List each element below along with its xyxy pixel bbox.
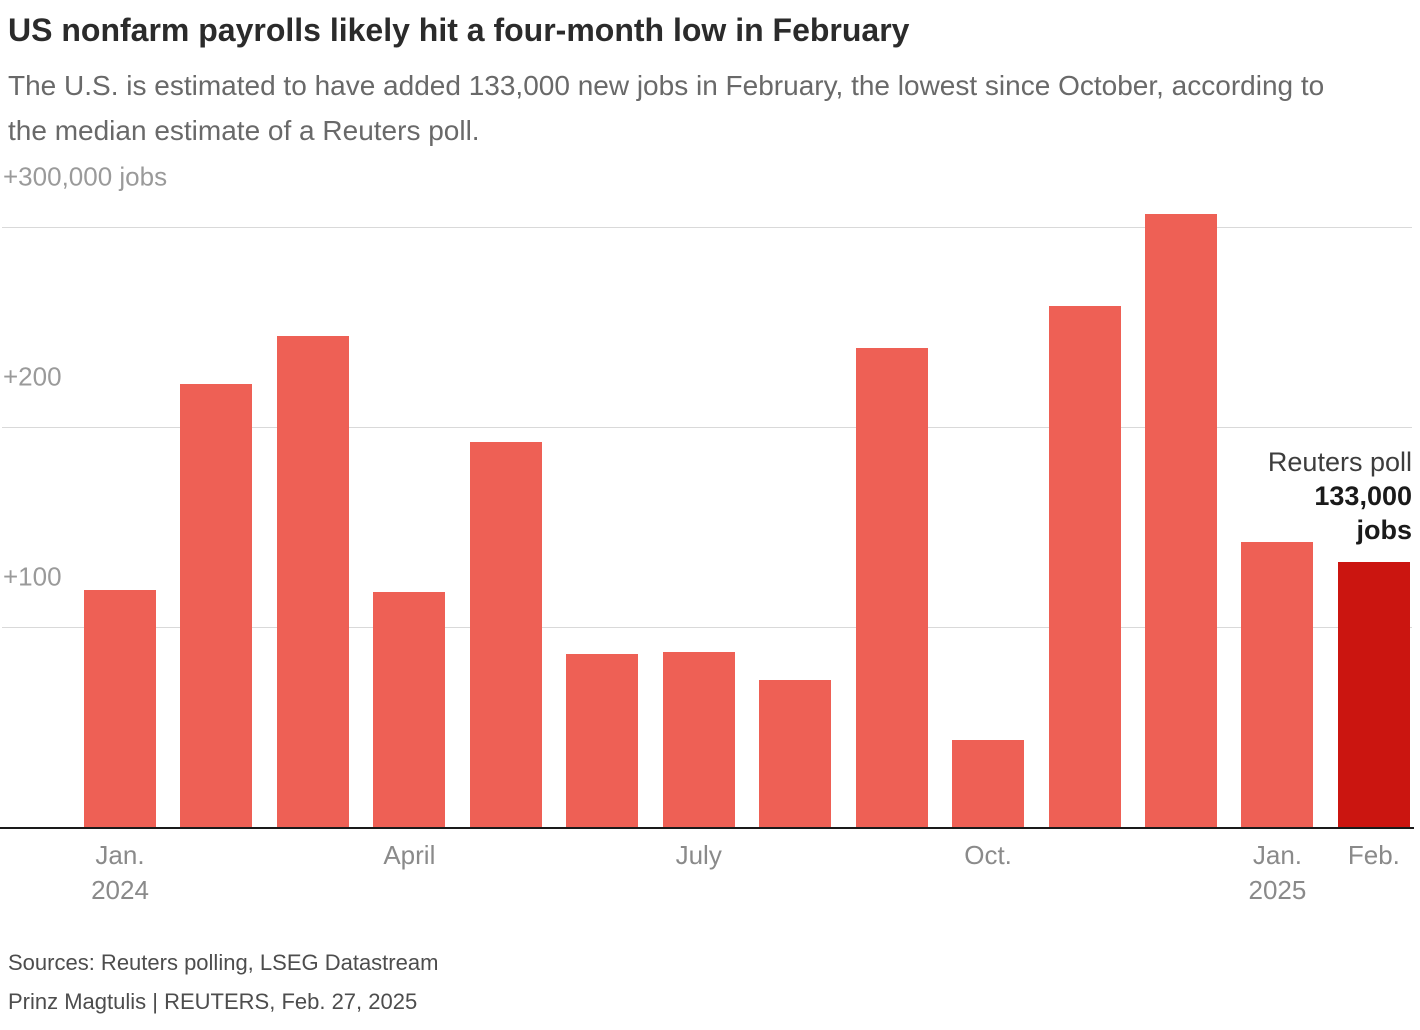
x-tick-slot (856, 838, 928, 908)
x-tick-label: Jan. (95, 840, 145, 870)
x-tick-label: April (383, 840, 436, 870)
chart-footer: Sources: Reuters polling, LSEG Datastrea… (8, 943, 438, 1022)
bar-highlight (1337, 562, 1410, 828)
x-tick-slot (759, 838, 831, 908)
x-tick-slot (566, 838, 638, 908)
x-tick-slot: April (373, 838, 445, 908)
x-tick-label: Jan. (1252, 840, 1303, 870)
y-axis-label-300: +300,000 jobs (3, 161, 168, 192)
bar (662, 652, 735, 828)
bar (276, 336, 349, 828)
x-tick-slot (1049, 838, 1121, 908)
plot-area: +100 +200 +300,000 jobs (0, 161, 1420, 828)
x-tick-slot (470, 838, 542, 908)
page-title: US nonfarm payrolls likely hit a four-mo… (8, 12, 910, 48)
x-tick-label: Feb. (1347, 840, 1400, 870)
bar-chart: +100 +200 +300,000 jobs Reuters poll 133,0… (0, 161, 1420, 905)
byline: Prinz Magtulis | REUTERS, Feb. 27, 2025 (8, 989, 418, 1015)
x-tick-slot (277, 838, 349, 908)
x-tick-slot: July (663, 838, 735, 908)
bar (566, 654, 639, 828)
x-tick-label: July (675, 840, 722, 870)
x-tick-slot (180, 838, 252, 908)
x-axis-line (0, 827, 1414, 829)
x-tick-slot: Jan. 2025 (1241, 838, 1313, 908)
bar (469, 442, 542, 828)
annotation-unit: jobs (1356, 514, 1412, 545)
bar (84, 590, 156, 828)
bar (855, 348, 928, 828)
x-tick-slot: Jan. 2024 (84, 838, 156, 908)
source-note: Sources: Reuters polling, LSEG Datastrea… (8, 949, 439, 975)
bar (1241, 542, 1314, 828)
bar (1048, 306, 1121, 828)
y-axis-label-200: +200 (3, 361, 62, 392)
bar (952, 740, 1025, 828)
x-tick-label: Oct. (964, 840, 1012, 870)
annotation-label: Reuters poll (1267, 447, 1412, 477)
gridline-100 (2, 627, 1412, 628)
x-tick-slot: Oct. (952, 838, 1024, 908)
annotation-value: 133,000 (1314, 480, 1412, 511)
x-tick-label: 2024 (91, 875, 149, 906)
poll-annotation: Reuters poll 133,000 jobs (1268, 446, 1412, 547)
x-tick-slot: Feb. (1338, 838, 1410, 908)
bars-container (84, 178, 1410, 828)
bar (373, 592, 446, 828)
x-tick-label: 2025 (1248, 875, 1307, 906)
bar (759, 680, 832, 828)
chart-header: US nonfarm payrolls likely hit a four-mo… (0, 0, 1420, 154)
bar (1144, 214, 1217, 828)
x-tick-slot (1145, 838, 1217, 908)
x-axis-labels: Jan. 2024 April July Oct. Jan. 2025 Feb. (84, 838, 1410, 908)
chart-subtitle: The U.S. is estimated to have added 133,… (8, 70, 1325, 147)
y-axis-label-100: +100 (3, 561, 62, 592)
bar (180, 384, 253, 828)
gridline-200 (2, 427, 1412, 428)
gridline-300 (2, 227, 1412, 228)
